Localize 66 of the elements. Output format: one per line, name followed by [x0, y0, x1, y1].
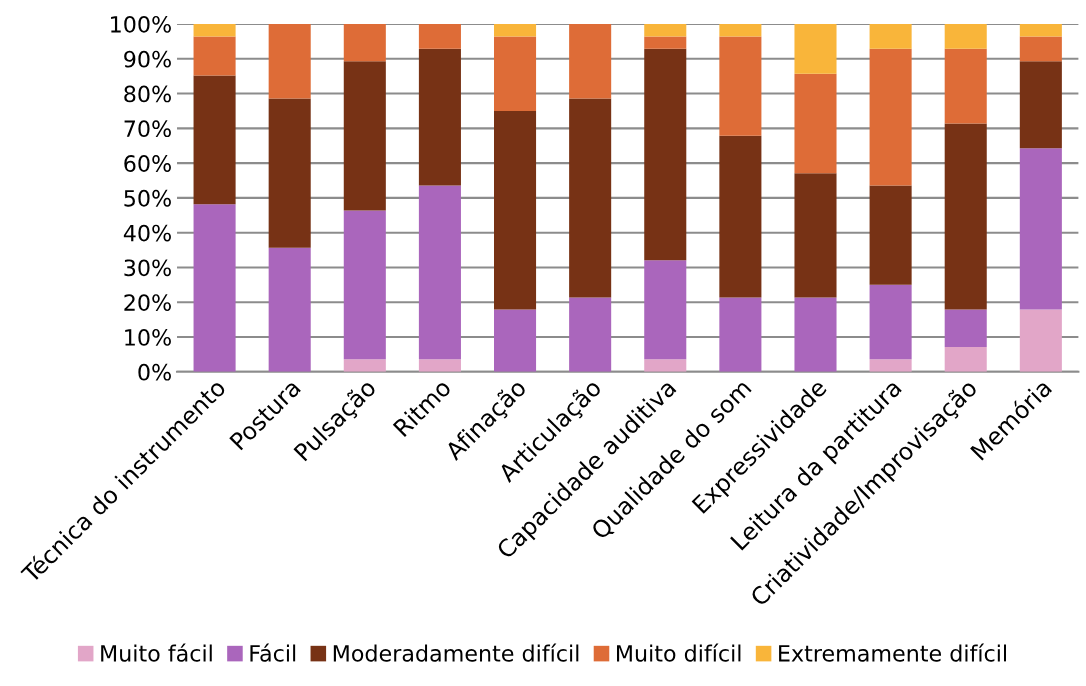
legend-label: Extremamente difícil: [779, 643, 1007, 662]
bar: [1019, 148, 1062, 310]
bar: [794, 297, 837, 372]
legend-label: Muito fácil: [101, 643, 212, 662]
bar: [569, 24, 612, 99]
bar: [268, 247, 311, 372]
y-tick-label: 70%: [124, 120, 171, 138]
bar: [944, 48, 987, 124]
bar: [494, 24, 537, 37]
bar: [1019, 36, 1062, 62]
bar: [644, 36, 687, 49]
legend-label: Moderadamente difícil: [333, 643, 579, 662]
y-tick-label: 80%: [124, 85, 171, 103]
y-tick-label: 50%: [124, 189, 171, 207]
y-tick-label: 30%: [124, 259, 171, 277]
bar: [944, 123, 987, 310]
bar: [869, 48, 912, 186]
bar: [193, 204, 236, 372]
legend-label: Muito difícil: [617, 643, 741, 662]
bar: [418, 185, 461, 360]
bar: [869, 185, 912, 285]
bar: [1019, 61, 1062, 149]
bar: [494, 36, 537, 111]
bar: [343, 210, 386, 360]
legend-label: Fácil: [250, 643, 296, 662]
bar: [644, 48, 687, 261]
bar: [794, 73, 837, 174]
bar: [1019, 309, 1062, 372]
bar: [944, 309, 987, 348]
bar: [268, 98, 311, 248]
bar: [343, 61, 386, 211]
bar: [418, 24, 461, 49]
bar: [944, 24, 987, 49]
y-tick-label: 20%: [124, 294, 171, 312]
bar: [494, 110, 537, 310]
bar: [343, 24, 386, 62]
bar: [869, 359, 912, 372]
bar: [418, 359, 461, 372]
y-tick-label: 0%: [138, 363, 171, 381]
y-tick-label: 90%: [124, 50, 171, 68]
bar: [644, 24, 687, 37]
bar: [569, 98, 612, 298]
bar: [418, 48, 461, 186]
bar: [719, 24, 762, 37]
y-tick-label: 10%: [125, 328, 171, 346]
bar: [719, 297, 762, 372]
bar: [193, 24, 236, 37]
bar: [494, 309, 537, 372]
bar: [268, 24, 311, 99]
bar: [644, 359, 687, 372]
bar: [944, 347, 987, 372]
y-tick-label: 100%: [111, 15, 171, 33]
bar: [644, 260, 687, 360]
bar: [869, 284, 912, 360]
bar: [794, 24, 837, 74]
bar: [193, 75, 236, 205]
bar: [869, 24, 912, 49]
bar: [343, 359, 386, 372]
bar: [1019, 24, 1062, 37]
y-tick-label: 40%: [123, 224, 171, 242]
bar: [193, 36, 236, 76]
y-tick-label: 60%: [124, 155, 171, 172]
bar: [569, 297, 612, 372]
bar: [719, 135, 762, 298]
bar: [794, 173, 837, 298]
bar: [719, 36, 762, 136]
